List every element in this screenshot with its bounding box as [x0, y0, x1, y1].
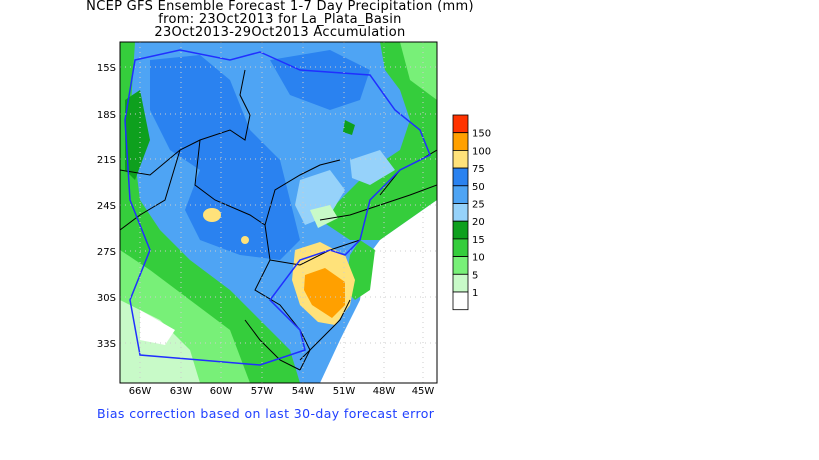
legend-swatch [452, 149, 469, 169]
legend-swatch [452, 220, 469, 240]
legend-label: 75 [472, 164, 485, 175]
chart-title-line1: NCEP GFS Ensemble Forecast 1-7 Day Preci… [86, 0, 474, 14]
legend-label: 100 [472, 146, 491, 157]
legend-swatch [452, 256, 469, 275]
lat-label: 15S [97, 63, 116, 74]
lon-label: 48W [373, 386, 396, 397]
legend-label: 25 [472, 200, 485, 211]
chart-title-line3: 23Oct2013-29Oct2013 Accumulation [154, 25, 406, 40]
legend-label: 150 [472, 129, 491, 140]
legend-swatch [452, 238, 469, 257]
lon-label: 45W [412, 386, 435, 397]
chart-title-line2: from: 23Oct2013 for La_Plata_Basin [158, 12, 402, 27]
legend-label: 10 [472, 253, 485, 264]
lon-label: 66W [129, 386, 152, 397]
lon-label: 57W [251, 386, 274, 397]
legend-label: 15 [472, 235, 485, 246]
legend-label: 5 [472, 270, 478, 281]
lat-label: 21S [97, 155, 116, 166]
lon-label: 60W [210, 386, 233, 397]
grid-lines [120, 42, 437, 383]
legend-label: 50 [472, 182, 485, 193]
lon-label: 63W [170, 386, 193, 397]
lon-label: 51W [333, 386, 356, 397]
latitude-labels: 15S 18S 21S 24S 27S 30S 33S [97, 63, 116, 350]
basin-outline [124, 49, 431, 366]
legend-label: 20 [472, 217, 485, 228]
lat-label: 33S [97, 339, 116, 350]
legend-swatch [452, 167, 469, 187]
lat-label: 18S [97, 110, 116, 121]
lat-label: 27S [97, 247, 116, 258]
map-frame [119, 41, 438, 384]
lat-label: 30S [97, 293, 116, 304]
legend-swatch [452, 291, 469, 311]
legend-swatch [452, 114, 469, 134]
legend-swatch [452, 203, 469, 222]
color-legend: 150 100 75 50 25 20 15 10 5 1 [452, 114, 491, 311]
bias-correction-note: Bias correction based on last 30-day for… [97, 406, 435, 421]
legend-swatch [452, 273, 469, 293]
legend-swatch [452, 185, 469, 204]
longitude-labels: 66W 63W 60W 57W 54W 51W 48W 45W [129, 386, 435, 397]
legend-label: 1 [472, 288, 478, 299]
precip-field [120, 42, 437, 383]
legend-swatch [452, 132, 469, 151]
lat-label: 24S [97, 201, 116, 212]
lon-label: 54W [292, 386, 315, 397]
